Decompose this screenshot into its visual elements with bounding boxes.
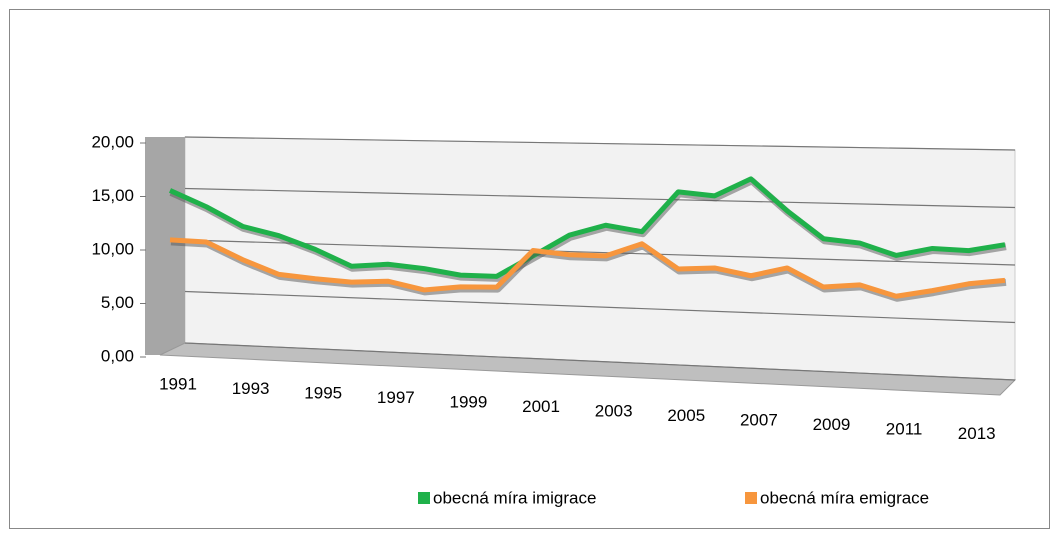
x-tick-label: 1991 xyxy=(159,374,197,393)
x-tick-label: 2001 xyxy=(522,397,560,416)
x-tick-label: 2013 xyxy=(958,424,996,443)
series-line xyxy=(168,176,1006,279)
y-tick-label: 20,00 xyxy=(91,132,134,151)
y-tick-label: 0,00 xyxy=(101,346,134,365)
grid-line xyxy=(184,290,1016,324)
grid-line xyxy=(184,136,1016,151)
grid-line xyxy=(184,239,1016,266)
y-tick-label: 15,00 xyxy=(91,186,134,205)
x-tick-label: 1997 xyxy=(377,388,415,407)
grid-line xyxy=(184,342,1016,381)
grid-line xyxy=(184,187,1016,209)
x-tick-label: 1995 xyxy=(304,384,342,403)
y-tick-label: 5,00 xyxy=(101,293,134,312)
series-line xyxy=(169,237,1006,299)
x-tick-label: 2011 xyxy=(886,420,923,439)
legend-swatch xyxy=(745,492,757,504)
legend-swatch xyxy=(418,492,430,504)
x-tick-label: 1999 xyxy=(450,393,488,412)
x-tick-label: 2007 xyxy=(740,411,778,430)
legend-label: obecná míra imigrace xyxy=(433,488,596,507)
x-tick-label: 2005 xyxy=(667,406,705,425)
x-tick-label: 1993 xyxy=(232,379,270,398)
x-tick-label: 2009 xyxy=(813,415,851,434)
y-tick-label: 10,00 xyxy=(91,239,134,258)
legend-label: obecná míra emigrace xyxy=(760,488,929,507)
side-wall xyxy=(145,137,185,355)
x-tick-label: 2003 xyxy=(595,402,633,421)
